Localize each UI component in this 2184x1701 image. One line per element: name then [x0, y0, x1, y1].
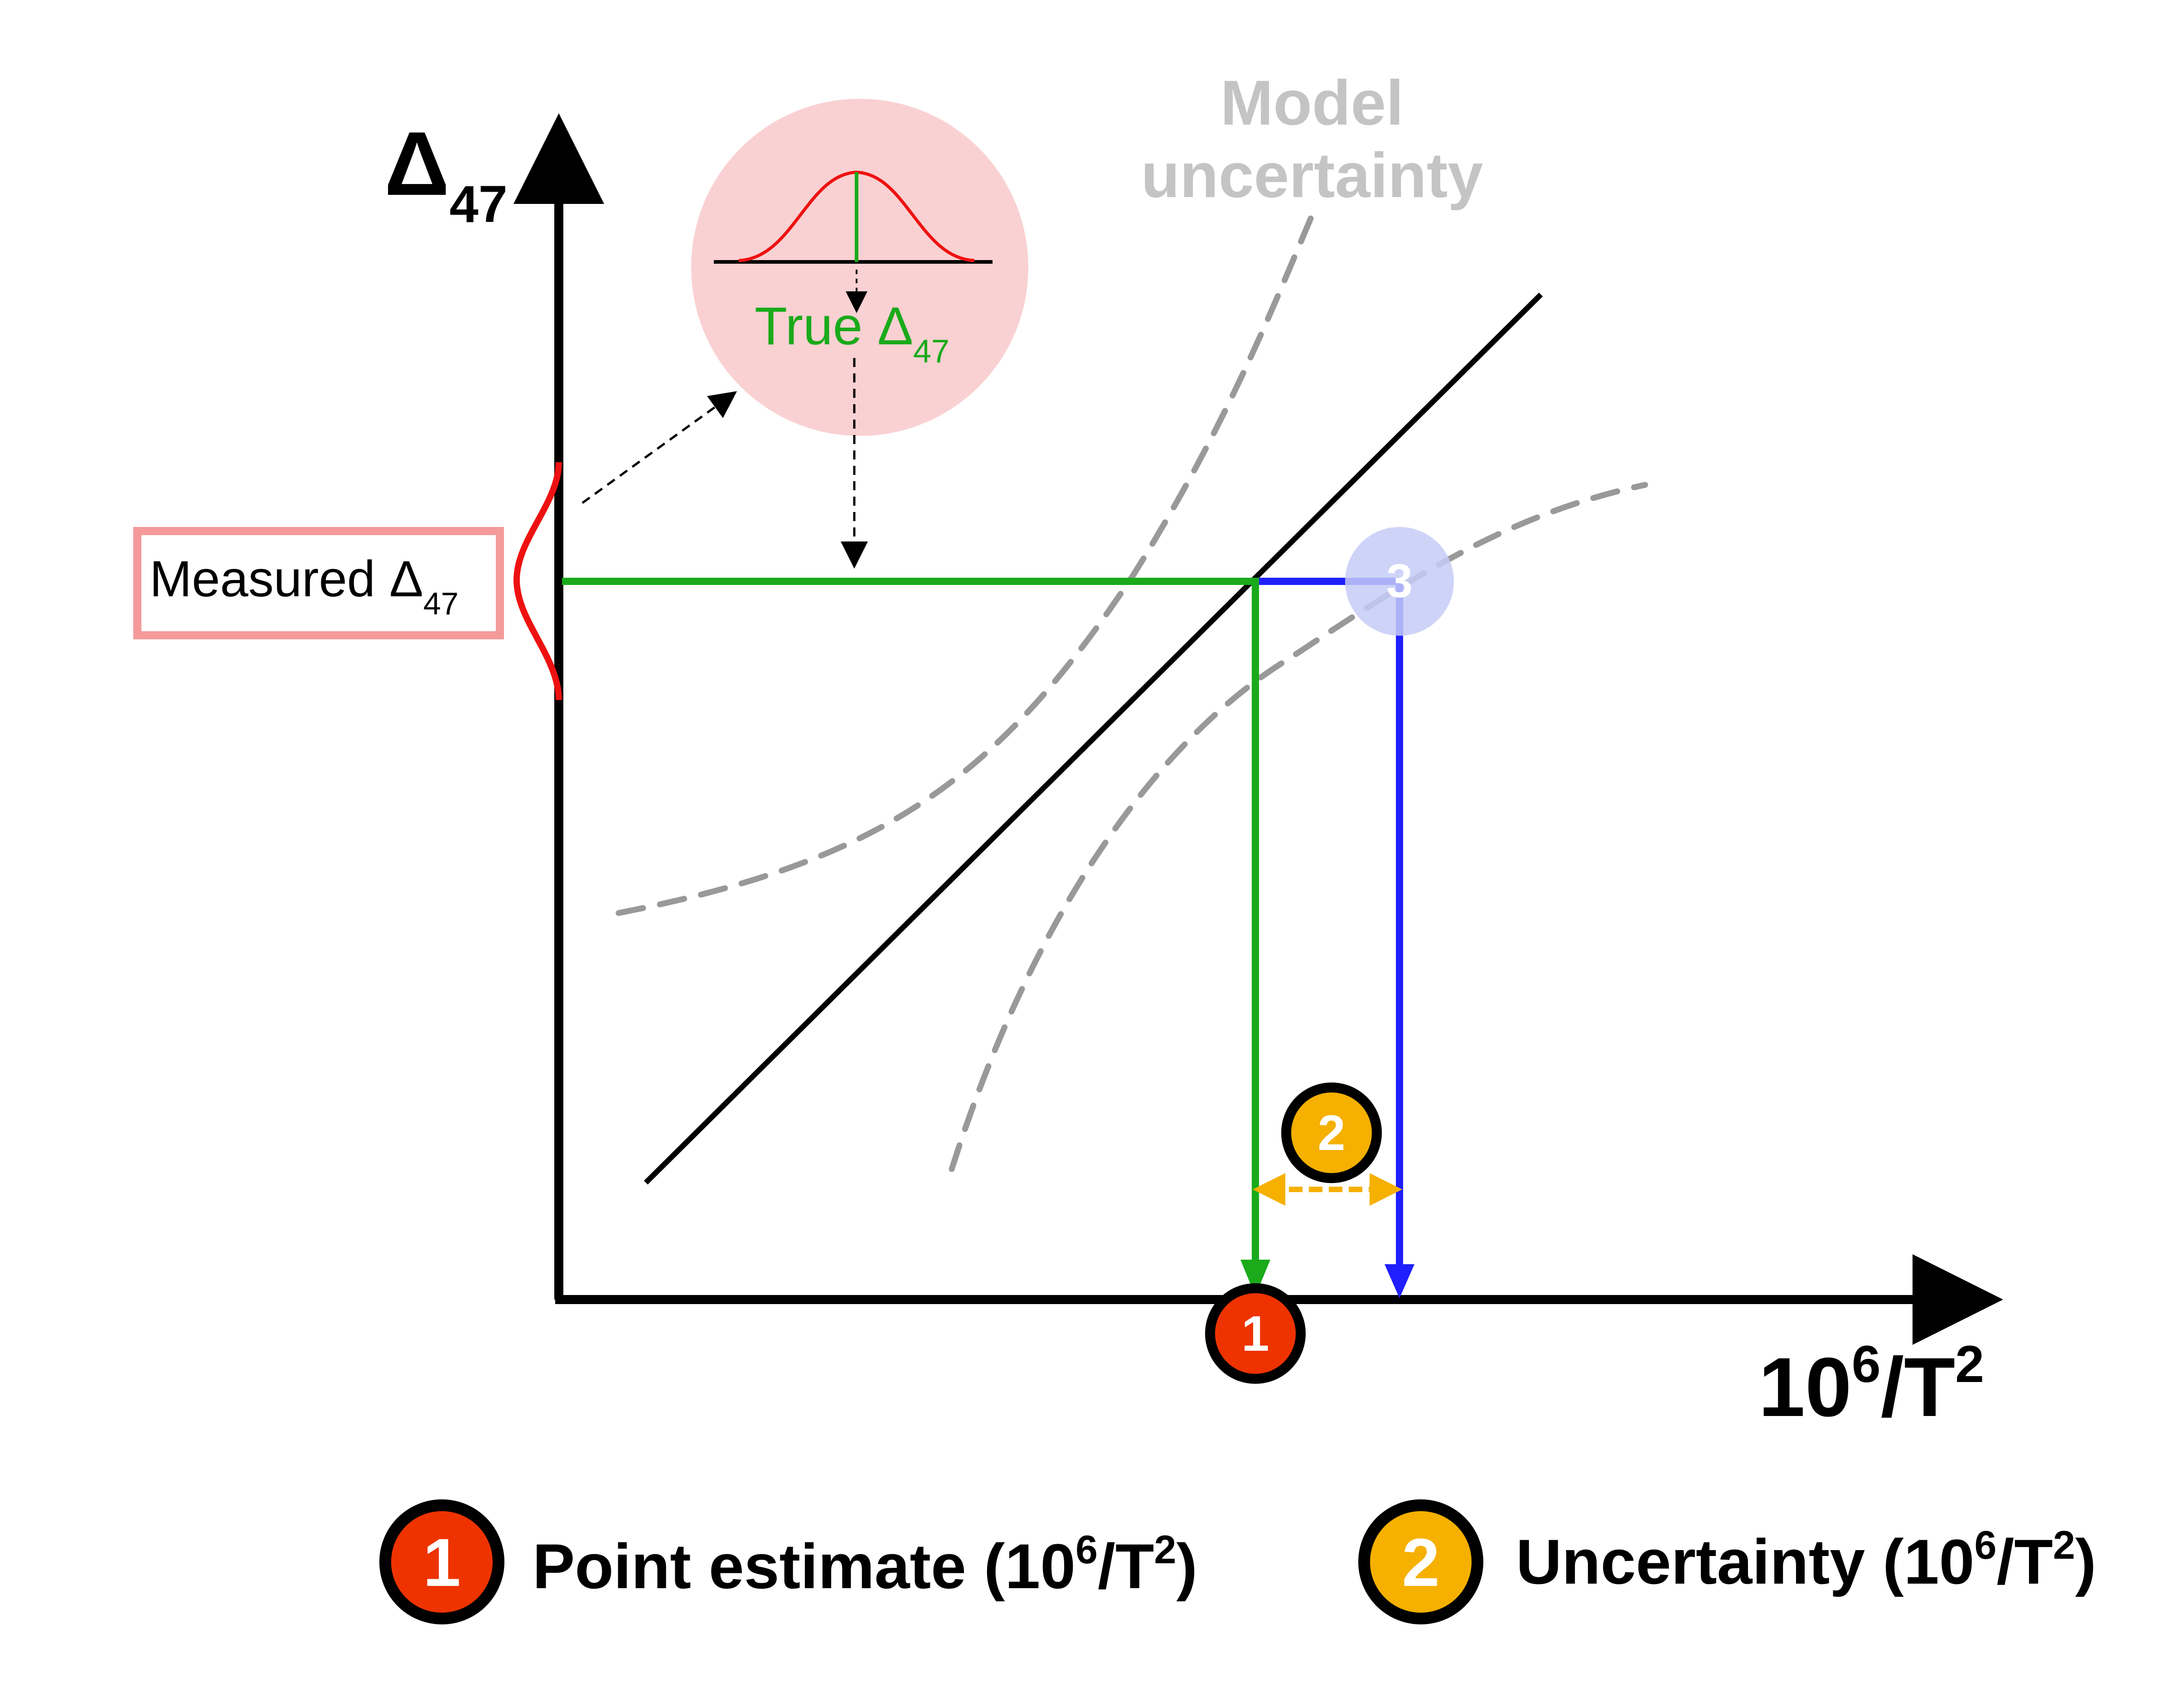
legend-badge-1-label: 1 [423, 1524, 460, 1600]
marker-1-label: 1 [1241, 1306, 1269, 1362]
y-axis-label: Δ47 [384, 113, 508, 233]
connector-to-inset [581, 391, 737, 504]
x-axis-label: 106/T2 [1758, 1335, 1984, 1434]
marker-3-label: 3 [1386, 555, 1413, 608]
measured-delta-box [133, 527, 504, 639]
true-distribution-inset [691, 99, 1028, 436]
measured-distribution-curve [513, 462, 562, 701]
marker-3-circle [1345, 527, 1454, 636]
legend-badge-2 [1358, 1499, 1483, 1624]
legend-point-estimate: Point estimate (106/T2) [533, 1527, 1197, 1602]
legend-badge-1 [379, 1499, 504, 1624]
lower-uncertainty-curve [949, 482, 1648, 1172]
legend: 1 Point estimate (106/T2) 2 Uncertainty … [379, 1499, 2096, 1624]
marker-2-badge [1281, 1082, 1382, 1183]
measured-delta-label: Measured Δ47 [150, 551, 459, 621]
model-uncertainty-line-1: Model [1220, 67, 1404, 138]
upper-uncertainty-curve [615, 212, 1315, 916]
marker-2-label: 2 [1317, 1105, 1345, 1161]
legend-badge-2-label: 2 [1402, 1524, 1439, 1600]
marker-1-badge [1205, 1283, 1306, 1384]
green-estimate-path [562, 578, 1259, 1264]
true-delta-label: True Δ47 [755, 296, 949, 370]
blue-arrowhead [1385, 1264, 1414, 1298]
calibration-line [644, 292, 1543, 1185]
legend-uncertainty: Uncertainty (106/T2) [1516, 1522, 2096, 1597]
green-arrowhead [1240, 1260, 1270, 1296]
model-uncertainty-line-2: uncertainty [1141, 140, 1483, 211]
